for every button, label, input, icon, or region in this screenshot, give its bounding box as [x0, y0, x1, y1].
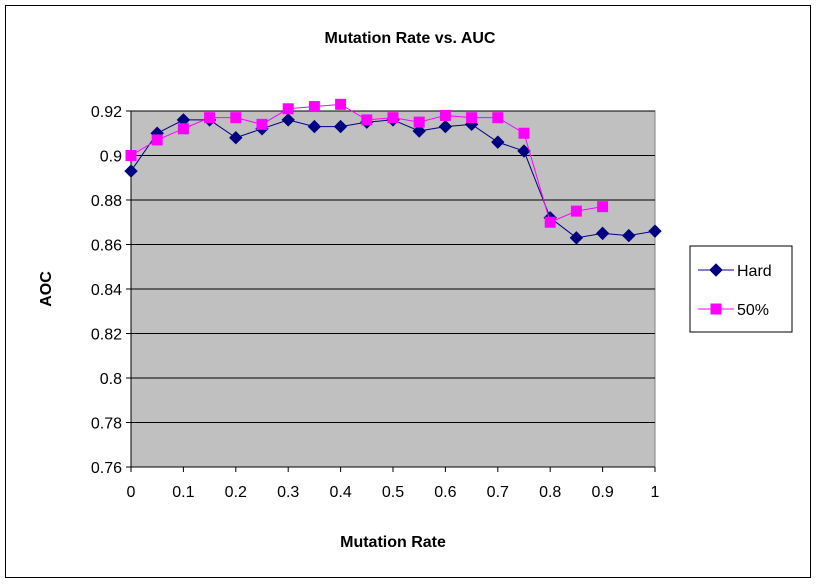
x-tick-label: 0.9 — [591, 484, 613, 501]
data-point-50 — [335, 98, 347, 110]
chart-title: Mutation Rate vs. AUC — [325, 30, 496, 47]
y-tick-label: 0.8 — [100, 371, 122, 388]
data-point-hard — [124, 164, 138, 178]
y-tick-label: 0.88 — [91, 193, 122, 210]
legend-label: 50% — [737, 302, 769, 319]
data-point-hard — [307, 119, 322, 134]
y-tick-label: 0.76 — [91, 460, 122, 477]
y-tick-label: 0.84 — [91, 282, 122, 299]
y-tick-label: 0.86 — [91, 238, 122, 255]
series-50 — [125, 98, 609, 228]
data-point-hard — [333, 119, 348, 134]
data-point-hard — [491, 135, 505, 149]
data-point-50 — [439, 109, 451, 121]
legend-item-50: 50% — [698, 302, 769, 319]
data-point-50 — [151, 134, 163, 146]
y-tick-label: 0.82 — [91, 327, 122, 344]
data-point-50 — [413, 116, 425, 128]
data-point-50 — [204, 112, 216, 124]
data-point-50 — [256, 118, 268, 130]
x-axis-title: Mutation Rate — [340, 534, 446, 551]
data-point-50 — [177, 123, 189, 135]
data-point-50 — [282, 103, 294, 115]
y-axis-title: AOC — [38, 271, 55, 307]
data-point-hard — [595, 226, 610, 241]
data-point-hard — [281, 113, 295, 127]
x-tick-label: 0.3 — [277, 484, 299, 501]
legend-item-hard: Hard — [698, 263, 772, 280]
data-point-hard — [438, 119, 453, 134]
x-tick-label: 0 — [127, 484, 136, 501]
data-point-hard — [517, 144, 531, 158]
x-tick-label: 0.1 — [172, 484, 194, 501]
data-point-50 — [466, 112, 478, 124]
legend-box — [689, 245, 793, 333]
legend-marker — [709, 263, 723, 277]
x-tick-label: 0.8 — [539, 484, 561, 501]
plot-area-group — [124, 98, 662, 472]
tick-labels: 0.76 0.78 0.8 0.82 0.84 0.86 0.88 0.9 0.92 0 0.1 0.… — [91, 104, 660, 501]
x-tick-label: 0.7 — [487, 484, 509, 501]
x-tick-label: 1 — [651, 484, 660, 501]
y-tick-label: 0.78 — [91, 416, 122, 433]
series-group — [124, 98, 662, 245]
data-point-hard — [622, 228, 636, 243]
gridlines — [131, 110, 655, 423]
data-point-hard — [648, 224, 662, 238]
legend-label: Hard — [737, 263, 772, 280]
data-point-hard — [412, 124, 426, 138]
y-tick-label: 0.9 — [100, 149, 122, 166]
data-point-50 — [125, 150, 137, 161]
y-tick-label: 0.92 — [91, 104, 122, 121]
data-point-50 — [597, 201, 609, 213]
x-tick-label: 0.6 — [434, 484, 456, 501]
data-point-50 — [544, 216, 556, 228]
data-point-50 — [518, 127, 530, 139]
legend-marker — [710, 303, 722, 315]
legend: Hard 50% — [689, 245, 793, 333]
data-point-50 — [308, 101, 320, 113]
data-point-50 — [570, 205, 582, 217]
x-tick-label: 0.5 — [382, 484, 404, 501]
data-point-50 — [387, 112, 399, 124]
data-point-50 — [361, 114, 373, 126]
data-point-hard — [229, 130, 243, 145]
data-point-50 — [230, 112, 242, 124]
data-point-hard — [569, 231, 584, 245]
x-tick-label: 0.4 — [329, 484, 351, 501]
legend-items: Hard 50% — [698, 263, 772, 319]
data-point-50 — [492, 112, 504, 124]
x-tick-label: 0.2 — [225, 484, 247, 501]
